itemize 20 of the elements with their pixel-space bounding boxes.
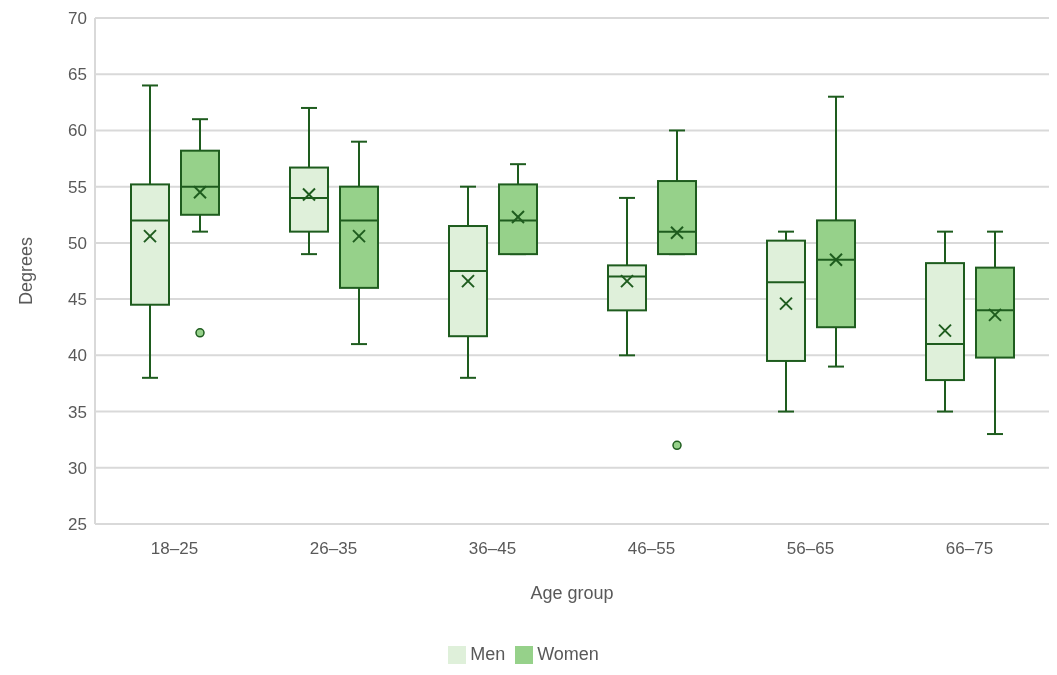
- y-tick-label: 65: [68, 65, 87, 85]
- y-axis-title: Degrees: [16, 236, 37, 306]
- y-tick-label: 60: [68, 121, 87, 141]
- x-tick-label: 36–45: [468, 539, 517, 559]
- y-tick-label: 40: [68, 346, 87, 366]
- y-tick-label: 25: [68, 515, 87, 535]
- y-tick-label: 45: [68, 290, 87, 310]
- legend-label: Men: [470, 644, 506, 664]
- x-tick-label: 56–65: [786, 539, 835, 559]
- x-tick-label: 26–35: [309, 539, 358, 559]
- x-axis-title: Age group: [530, 582, 614, 603]
- y-tick-label: 55: [68, 177, 87, 197]
- y-tick-label: 50: [68, 233, 87, 253]
- y-tick-label: 35: [68, 402, 87, 422]
- x-tick-label: 18–25: [150, 539, 199, 559]
- y-tick-label: 30: [68, 458, 87, 478]
- x-tick-label: 66–75: [945, 539, 994, 559]
- legend-label: Women: [537, 644, 599, 664]
- y-tick-label: 70: [68, 9, 87, 29]
- x-tick-label: 46–55: [627, 539, 676, 559]
